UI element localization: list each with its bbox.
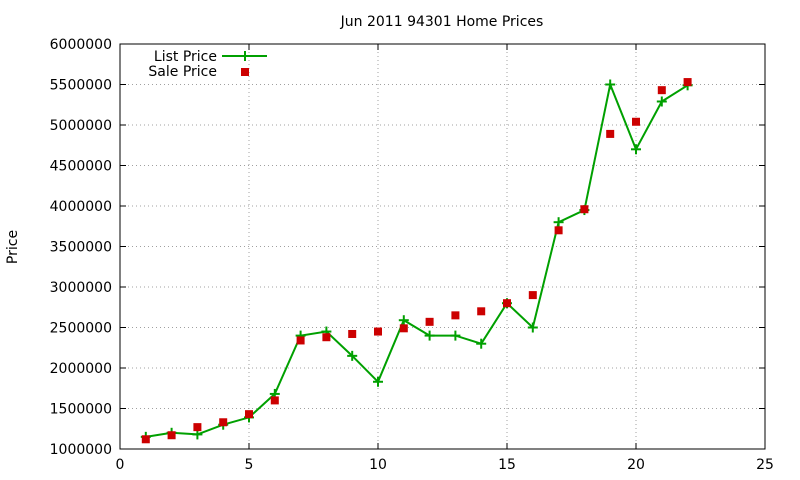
y-tick-label: 1000000 [50,442,112,458]
data-point-list-price [476,338,487,349]
x-tick-label: 0 [116,457,125,473]
y-tick-label: 3500000 [50,240,112,256]
data-point-sale-price [245,410,253,419]
legend-label-list-price: List Price [154,49,217,65]
data-point-list-price [373,376,383,387]
data-point-sale-price [141,435,150,444]
data-point-sale-price [193,423,202,432]
data-point-sale-price [580,205,589,214]
data-point-list-price [656,96,667,107]
data-point-sale-price [528,291,537,300]
data-point-list-price [424,330,435,341]
y-tick-label: 4500000 [50,159,112,175]
data-point-sale-price [219,418,228,427]
x-tick-label: 5 [245,457,254,473]
data-point-sale-price [399,324,408,333]
data-point-sale-price [477,307,486,316]
grid [120,44,765,449]
data-point-sale-price [167,431,176,440]
plot-area [140,78,693,444]
legend-marker-sale-price [241,68,249,76]
data-point-list-price [605,79,616,90]
data-point-sale-price [503,299,511,308]
data-point-list-price [553,217,564,228]
data-point-list-price [631,144,641,155]
data-point-sale-price [348,329,357,338]
data-point-sale-price [296,336,305,345]
data-point-list-price [450,330,461,341]
x-tick-label: 15 [498,457,516,473]
y-tick-label: 3000000 [50,280,112,296]
x-tick-label: 20 [627,457,645,473]
legend: List Price Sale Price [148,49,267,80]
data-point-sale-price [425,317,434,326]
data-point-list-price [347,350,358,361]
y-tick-label: 5000000 [50,118,112,134]
data-point-sale-price [554,226,563,235]
data-point-sale-price [374,327,382,336]
chart-title: Jun 2011 94301 Home Prices [340,14,544,30]
y-tick-label: 6000000 [50,37,112,53]
data-point-sale-price [322,333,331,342]
data-point-list-price [527,322,538,333]
x-tick-label: 10 [369,457,387,473]
legend-marker-list-price [240,51,250,61]
y-tick-label: 4000000 [50,199,112,215]
data-point-sale-price [606,129,615,138]
data-point-sale-price [270,396,279,405]
y-tick-label: 2500000 [50,321,112,337]
data-point-sale-price [683,78,692,87]
data-point-list-price [398,315,409,326]
series-line-list-price [145,81,689,438]
data-point-sale-price [632,117,640,126]
y-tick-label: 5500000 [50,78,112,94]
y-axis-label: Price [5,230,21,264]
x-tick-label: 25 [756,457,774,473]
axis-ticks: 0 5 10 15 20 25 1000000 1500000 2000000 2500000 30… [50,37,774,473]
legend-label-sale-price: Sale Price [148,64,217,80]
data-point-sale-price [451,311,460,320]
y-tick-label: 1500000 [50,402,112,418]
data-point-sale-price [657,86,666,95]
y-tick-label: 2000000 [50,361,112,377]
